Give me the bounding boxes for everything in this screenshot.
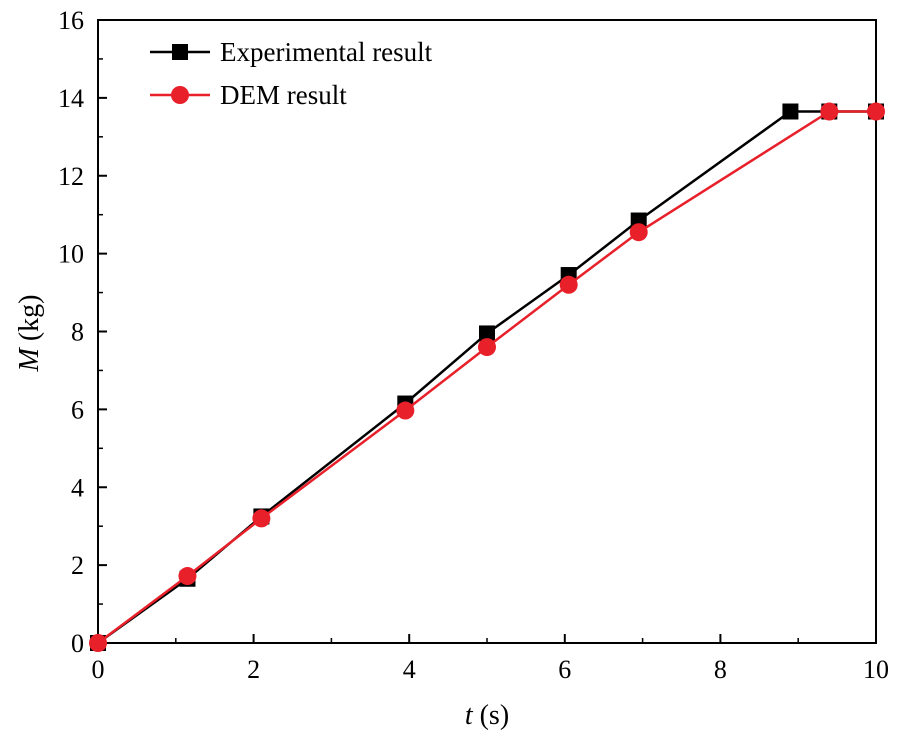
data-point-circle: [396, 401, 415, 420]
y-tick-label: 4: [71, 473, 84, 502]
series-line: [97, 110, 876, 645]
x-tick-label: 4: [403, 655, 416, 684]
y-tick-label: 16: [58, 6, 84, 35]
y-tick-label: 0: [71, 629, 84, 658]
legend-marker-square: [172, 44, 188, 60]
legend-marker-circle: [171, 86, 189, 104]
legend: Experimental result DEM result: [150, 37, 433, 110]
x-tick-label: 8: [714, 655, 727, 684]
x-tick-label: 6: [558, 655, 571, 684]
data-point-circle: [820, 102, 839, 121]
legend-label-dem: DEM result: [220, 80, 347, 110]
series-experimental: [90, 103, 884, 651]
series-line: [97, 110, 876, 645]
data-point-square: [782, 103, 799, 120]
series-dem: [89, 102, 885, 652]
y-axis-title: M (kg): [14, 295, 45, 373]
axes: 0 2 4 6 8 10 12 14 16 0 2 4 6 8 10: [58, 6, 889, 684]
x-axis-title: t (s): [465, 700, 509, 731]
x-axis-symbol: t: [465, 700, 474, 731]
data-point-square: [479, 325, 495, 342]
y-tick-label: 6: [71, 395, 84, 424]
y-tick-label: 14: [58, 84, 84, 113]
y-tick-label: 10: [58, 240, 84, 269]
data-point-circle: [178, 567, 197, 586]
y-axis-symbol: M: [14, 346, 45, 372]
x-tick-label: 2: [247, 655, 260, 684]
y-axis-unit: (kg): [14, 295, 45, 349]
series-layer: [89, 102, 885, 652]
x-tick-label: 10: [863, 655, 889, 684]
data-point-circle: [252, 509, 271, 528]
data-point-circle: [559, 275, 578, 294]
y-tick-label: 2: [71, 551, 84, 580]
legend-label-experimental: Experimental result: [220, 37, 433, 67]
x-tick-label: 0: [92, 655, 105, 684]
data-point-circle: [89, 634, 107, 652]
data-point-circle: [629, 223, 648, 242]
y-tick-label: 8: [71, 318, 84, 347]
data-point-circle: [867, 102, 885, 121]
data-point-circle: [478, 338, 496, 357]
x-axis-unit: (s): [473, 700, 510, 731]
y-tick-label: 12: [58, 162, 84, 191]
